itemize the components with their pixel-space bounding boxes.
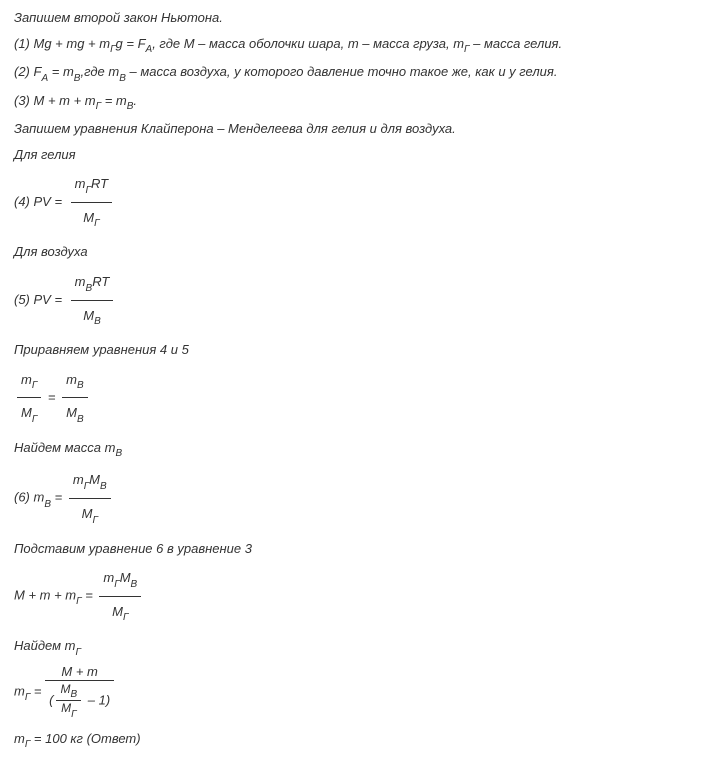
answer-sub: Г [25, 739, 30, 750]
find-mb-text: Найдем масса m [14, 440, 115, 455]
text-helium: Для гелия [14, 145, 702, 165]
equation-4: (4) PV = mГRTMГ [14, 170, 702, 234]
equation-equate: mГMГ = mВMВ [14, 366, 702, 430]
text-equate: Приравняем уравнения 4 и 5 [14, 340, 702, 360]
eq3-sub1: Г [96, 101, 101, 112]
mg-sub: Г [25, 692, 30, 703]
eq5-pre: (5) PV = [14, 292, 66, 307]
equation-substitute: M + m + mГ = mГMВMГ [14, 564, 702, 628]
equate-frac1: mГMГ [17, 366, 41, 430]
eq6-sub: В [44, 499, 51, 510]
eq1-part1: (1) Mg + mg + m [14, 36, 110, 51]
equate-eq: = [44, 389, 59, 404]
eq3-sub2: В [127, 101, 134, 112]
eq1-part4: – масса гелия. [469, 36, 562, 51]
equation-5: (5) PV = mВRTMВ [14, 268, 702, 332]
sub-pre: M + m + m [14, 588, 76, 603]
equation-2: (2) FА = mВ,где mВ – масса воздуха, у ко… [14, 62, 702, 85]
find-mb-sub: В [115, 448, 122, 459]
eq3-part3: . [133, 93, 137, 108]
equate-frac2: mВMВ [62, 366, 88, 430]
text-clapeyron: Запишем уравнения Клайперона – Менделеев… [14, 119, 702, 139]
eq6-fraction: mГMВMГ [69, 466, 111, 530]
eq1-sub3: Г [464, 44, 469, 55]
eq4-fraction: mГRTMГ [71, 170, 112, 234]
text-air: Для воздуха [14, 242, 702, 262]
eq2-part4: – масса воздуха, у которого давление точ… [126, 64, 558, 79]
eq1-part2: g = F [116, 36, 146, 51]
text-newton-law: Запишем второй закон Ньютона. [14, 8, 702, 28]
eq2-sub1: А [41, 73, 48, 84]
equation-1: (1) Mg + mg + mГg = FА, где M – масса об… [14, 34, 702, 57]
eq3-part2: = m [101, 93, 127, 108]
eq6-pre: (6) m [14, 490, 44, 505]
sub-eq: = [82, 588, 97, 603]
answer-line: mГ = 100 кг (Ответ) [14, 729, 702, 752]
text-substitute: Подставим уравнение 6 в уравнение 3 [14, 539, 702, 559]
eq1-sub2: А [146, 44, 153, 55]
mg-eq: = [30, 683, 45, 698]
eq2-part3: ,где m [80, 64, 119, 79]
equation-6: (6) mВ = mГMВMГ [14, 466, 702, 530]
eq1-part3: , где M – масса оболочки шара, m – масса… [152, 36, 464, 51]
eq2-part2: = m [48, 64, 74, 79]
find-mg-sub: Г [75, 647, 80, 658]
equation-3: (3) M + m + mГ = mВ. [14, 91, 702, 114]
text-find-mb: Найдем масса mВ [14, 438, 702, 461]
answer-pre: m [14, 731, 25, 746]
sub-sub: Г [76, 596, 81, 607]
eq3-part1: (3) M + m + m [14, 93, 96, 108]
eq2-sub2: В [74, 73, 81, 84]
sub-fraction: mГMВMГ [99, 564, 141, 628]
equation-mg: mГ = M + m(MВMГ – 1) [14, 665, 702, 719]
eq6-eq: = [51, 490, 66, 505]
eq1-sub1: Г [110, 44, 115, 55]
eq5-fraction: mВRTMВ [71, 268, 114, 332]
mg-fraction: M + m(MВMГ – 1) [45, 665, 114, 719]
mg-pre: m [14, 683, 25, 698]
answer-value: = 100 кг (Ответ) [30, 731, 140, 746]
eq2-sub3: В [119, 73, 126, 84]
find-mg-text: Найдем m [14, 638, 75, 653]
text-find-mg: Найдем mГ [14, 636, 702, 659]
eq2-part1: (2) F [14, 64, 41, 79]
eq4-pre: (4) PV = [14, 194, 66, 209]
